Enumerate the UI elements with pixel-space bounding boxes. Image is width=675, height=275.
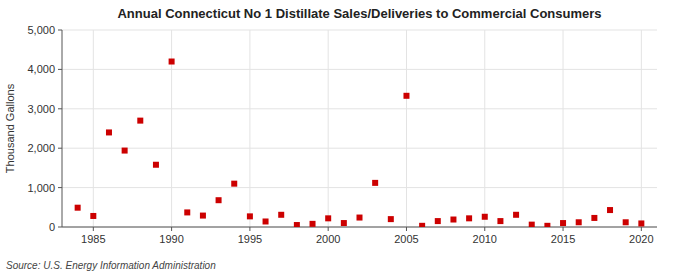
y-axis-label: Thousand Gallons [4, 83, 16, 173]
grid-line-y [62, 187, 657, 188]
grid-line-x [328, 30, 329, 227]
x-tick [484, 227, 485, 231]
y-tick-label: 5,000 [27, 24, 55, 36]
point [419, 223, 425, 227]
point [153, 162, 159, 168]
grid-line-x [563, 30, 564, 227]
point [607, 207, 613, 213]
point [560, 220, 566, 226]
x-tick-label: 1995 [238, 233, 262, 245]
point [325, 215, 331, 221]
point [544, 223, 550, 227]
x-axis-line [62, 227, 657, 228]
point [263, 218, 269, 224]
y-tick [58, 30, 62, 31]
y-tick-label: 4,000 [27, 63, 55, 75]
grid-line-y [62, 108, 657, 109]
x-tick [563, 227, 564, 231]
x-tick-label: 2010 [473, 233, 497, 245]
points [75, 59, 645, 227]
chart: 1985 1990 1995 2000 2005 2010 2015 2020 0 1,000 2,… [0, 0, 675, 275]
y-tick [58, 108, 62, 109]
y-axis-line [62, 30, 63, 227]
point [200, 213, 206, 219]
x-tick-label: 2000 [316, 233, 340, 245]
point [247, 213, 253, 219]
x-tick-label: 2005 [394, 233, 418, 245]
grid-line-x [484, 30, 485, 227]
point [576, 219, 582, 225]
x-tick [171, 227, 172, 231]
point [372, 180, 378, 186]
point [137, 118, 143, 124]
point [216, 197, 222, 203]
y-tick-label: 1,000 [27, 182, 55, 194]
source-note: Source: U.S. Energy Information Administ… [6, 260, 216, 271]
x-tick [93, 227, 94, 231]
grid-line-y [62, 227, 657, 228]
point [278, 212, 284, 218]
point [231, 181, 237, 187]
point [466, 215, 472, 221]
point [184, 209, 190, 215]
point [529, 222, 535, 227]
x-tick-label: 2020 [629, 233, 653, 245]
x-tick-label: 1985 [81, 233, 105, 245]
y-tick-label: 0 [49, 221, 55, 233]
y-tick-label: 3,000 [27, 103, 55, 115]
x-tick-label: 2015 [551, 233, 575, 245]
point [513, 212, 519, 218]
point [169, 59, 175, 65]
point [403, 93, 409, 99]
y-tick [58, 227, 62, 228]
grid-line-x [641, 30, 642, 227]
point [341, 220, 347, 226]
x-tick [249, 227, 250, 231]
point [623, 219, 629, 225]
y-tick-label: 2,000 [27, 142, 55, 154]
point [106, 129, 112, 135]
title: Annual Connecticut No 1 Distillate Sales… [117, 6, 601, 21]
point [435, 218, 441, 224]
point [310, 221, 316, 227]
point [497, 218, 503, 224]
grid-line-x [249, 30, 250, 227]
grid-line-y [62, 148, 657, 149]
point [357, 215, 363, 221]
grid-line-x [93, 30, 94, 227]
x-tick [328, 227, 329, 231]
point [75, 205, 81, 211]
point [450, 217, 456, 223]
point [388, 216, 394, 222]
y-tick [58, 148, 62, 149]
y-tick [58, 187, 62, 188]
x-tick-label: 1990 [159, 233, 183, 245]
x-tick [406, 227, 407, 231]
point [482, 214, 488, 220]
grid [62, 30, 657, 227]
background [0, 0, 675, 275]
axes: 1985 1990 1995 2000 2005 2010 2015 2020 0 1,000 2,… [27, 24, 653, 245]
point [294, 222, 300, 227]
point [638, 220, 644, 226]
point [591, 215, 597, 221]
grid-line-y [62, 69, 657, 70]
x-tick [641, 227, 642, 231]
point [122, 148, 128, 154]
grid-line-x [406, 30, 407, 227]
point [90, 213, 96, 219]
grid-line-y [62, 30, 657, 31]
y-tick [58, 69, 62, 70]
